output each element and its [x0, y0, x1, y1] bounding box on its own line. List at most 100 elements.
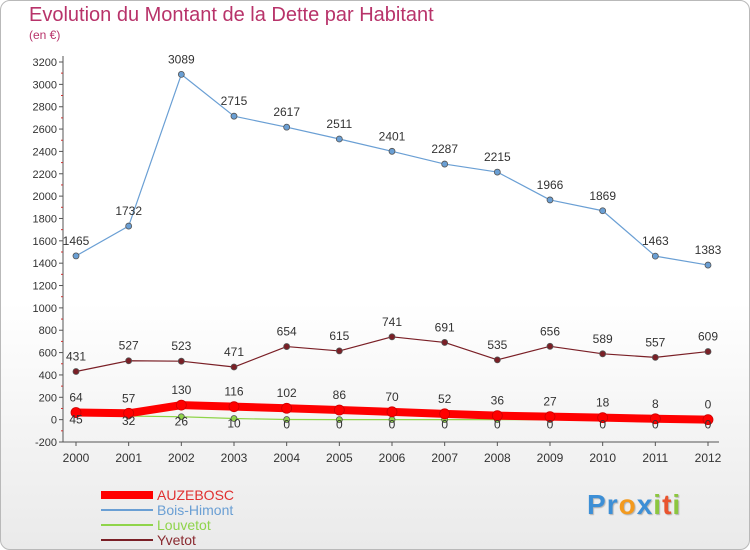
data-label-yvetot: 471 [224, 345, 244, 359]
y-tick-label: -200 [35, 437, 57, 449]
y-tick-label: 1200 [33, 281, 57, 293]
data-label-auzebosc: 52 [438, 392, 452, 406]
data-label-auzebosc: 102 [277, 386, 297, 400]
data-point-auzebosc [491, 410, 503, 422]
y-tick-label: 2200 [33, 169, 57, 181]
data-label-yvetot: 691 [435, 320, 455, 334]
data-label-auzebosc: 36 [491, 394, 505, 408]
data-label-bois-himont: 2617 [273, 105, 300, 119]
data-point-yvetot [388, 333, 396, 341]
data-point-bois-himont [388, 147, 396, 155]
data-point-yvetot [599, 350, 607, 358]
y-tick-label: 1400 [33, 258, 57, 270]
y-tick-label: 2400 [33, 146, 57, 158]
data-label-bois-himont: 1966 [537, 178, 564, 192]
data-point-bois-himont [704, 261, 712, 269]
data-label-yvetot: 654 [277, 325, 297, 339]
logo-letter: r [606, 489, 619, 520]
data-point-bois-himont [441, 160, 449, 168]
chart-subtitle: (en €) [29, 28, 61, 42]
series-line-bois-himont [75, 73, 709, 266]
legend-item: Yvetot [101, 532, 234, 547]
data-point-louvetot [283, 416, 291, 423]
data-point-yvetot [546, 342, 554, 350]
data-label-louvetot: 0 [599, 418, 606, 432]
data-label-louvetot: 0 [494, 418, 501, 432]
legend-swatch [101, 509, 153, 512]
data-point-louvetot [177, 413, 185, 421]
data-label-bois-himont: 2401 [379, 129, 406, 143]
data-point-bois-himont [72, 252, 80, 260]
logo-letter: x [636, 489, 654, 520]
y-tick-label: 200 [39, 392, 57, 404]
y-tick-label: 2000 [33, 191, 57, 203]
logo-letter: i [653, 489, 663, 520]
data-label-bois-himont: 1465 [63, 234, 90, 248]
legend-item: Louvetot [101, 517, 234, 532]
data-point-bois-himont [283, 123, 291, 131]
data-point-auzebosc [228, 401, 240, 413]
x-tick-label: 2011 [642, 451, 668, 465]
data-label-louvetot: 45 [69, 413, 83, 427]
data-point-yvetot [493, 356, 501, 364]
data-label-yvetot: 557 [645, 335, 665, 349]
data-label-auzebosc: 116 [224, 385, 243, 399]
y-tick-label: 600 [39, 348, 57, 360]
data-label-yvetot: 656 [540, 324, 560, 338]
data-label-yvetot: 589 [593, 332, 613, 346]
data-label-bois-himont: 3089 [168, 52, 195, 66]
data-point-yvetot [72, 368, 80, 375]
x-tick-label: 2005 [326, 451, 353, 465]
legend-label: Yvetot [157, 531, 196, 548]
data-label-louvetot: 0 [389, 418, 396, 432]
legend-item: Bois-Himont [101, 502, 234, 517]
data-label-louvetot: 0 [652, 418, 659, 432]
data-label-bois-himont: 1732 [115, 204, 142, 218]
data-label-yvetot: 431 [66, 349, 86, 363]
data-label-yvetot: 527 [119, 339, 139, 353]
data-point-yvetot [125, 357, 133, 365]
data-label-bois-himont: 2511 [326, 117, 352, 131]
x-tick-label: 2004 [273, 451, 300, 465]
data-label-auzebosc: 64 [69, 390, 83, 404]
y-tick-label: 2800 [33, 102, 57, 114]
data-label-auzebosc: 130 [171, 383, 191, 397]
data-label-yvetot: 741 [382, 315, 402, 329]
data-point-auzebosc [544, 411, 556, 423]
data-point-yvetot [283, 343, 291, 350]
data-label-yvetot: 615 [329, 329, 349, 343]
data-point-bois-himont [651, 252, 659, 260]
x-tick-label: 2006 [379, 451, 406, 465]
data-label-auzebosc: 27 [543, 395, 557, 409]
x-tick-label: 2001 [115, 451, 142, 465]
data-label-bois-himont: 1383 [695, 243, 722, 257]
data-label-bois-himont: 2287 [431, 142, 458, 156]
data-label-auzebosc: 18 [596, 396, 610, 410]
data-label-louvetot: 0 [336, 418, 343, 432]
data-point-yvetot [704, 348, 712, 355]
data-label-louvetot: 0 [705, 418, 712, 432]
y-tick-label: 1000 [33, 303, 57, 315]
data-point-louvetot [230, 415, 238, 422]
data-label-louvetot: 32 [122, 414, 136, 428]
data-point-yvetot [651, 353, 659, 361]
legend: AUZEBOSC Bois-Himont Louvetot Yvetot [101, 487, 234, 547]
data-label-louvetot: 0 [547, 418, 554, 432]
y-tick-label: 400 [39, 370, 57, 382]
data-point-auzebosc [597, 412, 609, 424]
data-point-auzebosc [70, 407, 82, 418]
data-label-bois-himont: 1869 [589, 189, 616, 203]
data-point-bois-himont [125, 222, 133, 230]
data-point-auzebosc [123, 407, 135, 419]
x-tick-label: 2002 [168, 451, 195, 465]
data-point-auzebosc [281, 402, 293, 414]
data-label-auzebosc: 57 [122, 391, 136, 405]
data-label-bois-himont: 2215 [484, 150, 511, 164]
data-point-auzebosc [175, 399, 187, 411]
proxiti-logo: Proxiti [587, 489, 681, 521]
x-tick-label: 2000 [63, 451, 90, 465]
data-label-louvetot: 0 [283, 418, 290, 432]
y-tick-label: 1600 [33, 236, 57, 248]
